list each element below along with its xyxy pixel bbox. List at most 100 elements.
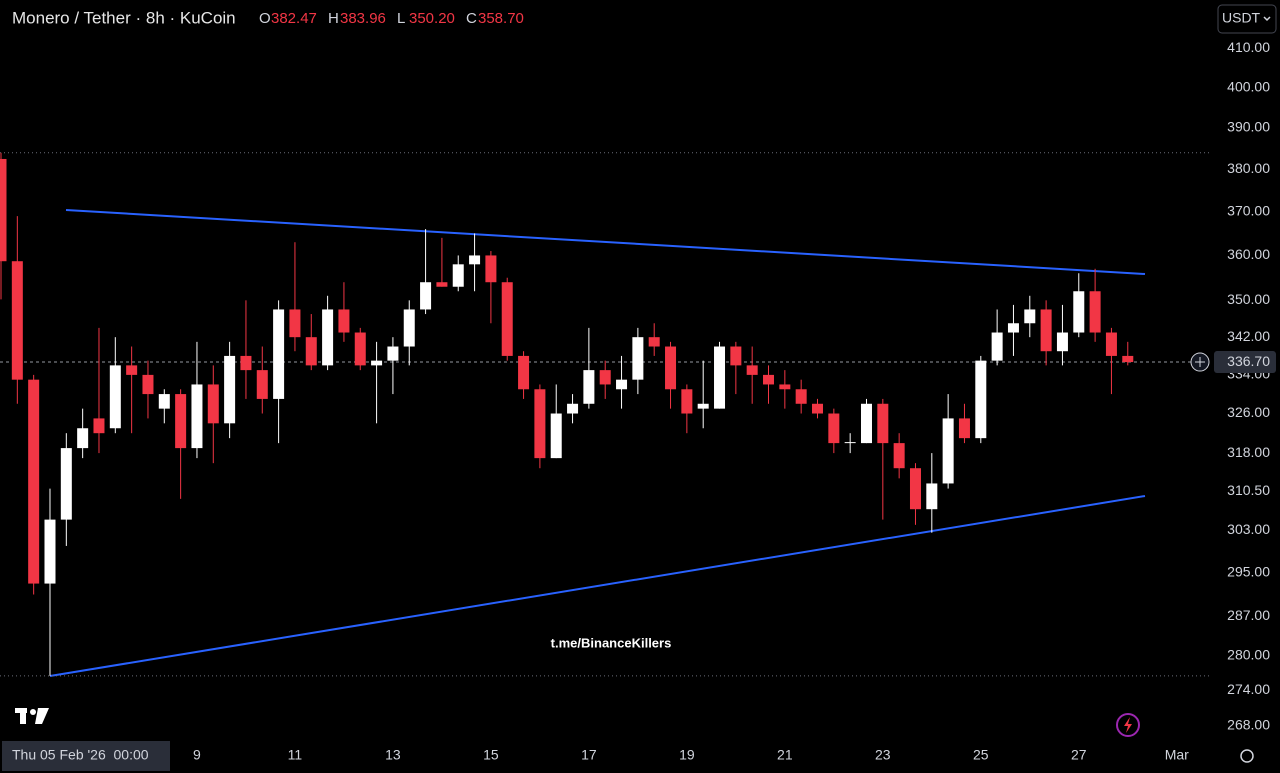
y-tick-label: 280.00 <box>1227 647 1270 663</box>
candle-body <box>224 355 236 424</box>
legend-value: 350.20 <box>409 10 455 27</box>
add-alert-plus <box>1195 357 1205 368</box>
candle-body <box>714 346 726 409</box>
alert-icon[interactable] <box>1116 713 1140 737</box>
x-tick-label: Mar <box>1165 747 1189 763</box>
candle-body <box>665 346 677 390</box>
candle-body <box>648 337 660 347</box>
candle-body <box>175 394 187 449</box>
candle-body <box>1122 355 1134 363</box>
candle-body <box>338 309 350 333</box>
candle-body <box>501 282 513 356</box>
candle-body <box>860 403 872 444</box>
ohlc-legend: O 382.47 H 383.96 L 350.20 C 358.70 <box>259 10 524 27</box>
legend-value: 383.96 <box>340 10 386 27</box>
candle-body <box>469 255 481 265</box>
currency-label[interactable]: USDT <box>1222 10 1261 26</box>
chevron <box>1263 16 1271 22</box>
candle-body <box>1040 309 1052 352</box>
candle-body <box>273 309 285 399</box>
candle-body <box>420 282 432 310</box>
candle-body <box>877 403 889 444</box>
y-tick-label: 318.00 <box>1227 444 1270 460</box>
candle-body <box>697 403 709 409</box>
candle-body <box>763 374 775 385</box>
y-tick-label: 268.00 <box>1227 716 1270 732</box>
y-tick-label: 274.00 <box>1227 681 1270 697</box>
tradingview-logo <box>15 708 49 724</box>
candle-body <box>44 519 56 584</box>
legend-value: 382.47 <box>271 10 317 27</box>
settings-icon[interactable] <box>1240 749 1254 763</box>
candle-body <box>322 309 334 366</box>
candle-body <box>975 360 987 439</box>
last-price-box <box>1214 351 1276 374</box>
trend-line-lower <box>49 495 1146 677</box>
x-tick-label: 21 <box>777 747 793 763</box>
legend-key: L <box>397 10 405 27</box>
candle-body <box>93 418 105 434</box>
candle-body <box>371 360 383 366</box>
x-tick-label: 17 <box>581 747 597 763</box>
candle-body <box>109 365 121 429</box>
x-tick-label: 15 <box>483 747 499 763</box>
candle-body <box>403 309 415 347</box>
candle-body <box>256 370 268 399</box>
y-tick-label: 350.00 <box>1227 291 1270 307</box>
candle-body <box>1007 323 1019 333</box>
x-tick-label: 27 <box>1071 747 1087 763</box>
candle-body <box>730 346 742 366</box>
legend-key: H <box>328 10 339 27</box>
candle-body <box>599 370 611 385</box>
crosshair-date-box <box>2 741 170 771</box>
candle-body <box>958 418 970 439</box>
candle-body <box>77 428 89 449</box>
candle-body <box>191 384 203 449</box>
candle-body <box>1089 291 1101 333</box>
candle-body <box>1105 332 1117 356</box>
candle-body <box>28 379 40 584</box>
candle-body <box>909 468 921 510</box>
candle-body <box>354 332 366 366</box>
candle-body <box>779 384 791 390</box>
candle-body <box>926 483 938 510</box>
y-tick-label: 410.00 <box>1227 39 1270 55</box>
candle-body <box>942 418 954 484</box>
candle-body <box>126 365 138 375</box>
candle-body <box>1056 332 1068 352</box>
candle-body <box>681 389 693 414</box>
candle-body <box>207 384 219 424</box>
last-price-label: 336.70 <box>1227 353 1270 369</box>
candle-body <box>305 337 317 366</box>
candle-body <box>240 355 252 371</box>
candle-body <box>991 332 1003 361</box>
legend-value: 358.70 <box>478 10 524 27</box>
x-tick-label: 25 <box>973 747 989 763</box>
axes: 410.00 400.00 390.00 380.00 370.00 360.00 350.… <box>2 39 1276 771</box>
candle-body <box>534 389 546 459</box>
candle-body <box>60 448 72 520</box>
y-tick-label: 303.00 <box>1227 521 1270 537</box>
candle-body <box>485 255 497 283</box>
candle-body <box>616 379 628 390</box>
candles <box>0 152 1210 677</box>
currency-button[interactable] <box>1217 4 1277 34</box>
candle-body <box>812 403 823 414</box>
x-tick-label: 13 <box>385 747 401 763</box>
candle-body <box>158 394 170 409</box>
candle-body <box>795 389 807 404</box>
candle-body <box>583 370 595 404</box>
y-tick-label: 287.00 <box>1227 607 1270 623</box>
x-tick-label: 11 <box>288 747 303 763</box>
y-tick-label: 342.00 <box>1227 328 1270 344</box>
candle-body <box>518 355 530 390</box>
candle-body <box>289 309 301 338</box>
legend-key: O <box>259 10 271 27</box>
candle-body <box>1024 309 1036 324</box>
trend-line-upper <box>65 209 1146 275</box>
candle-body <box>1073 291 1085 333</box>
candle-body <box>436 282 448 287</box>
candle-body <box>387 346 399 361</box>
candle-body <box>567 403 579 414</box>
